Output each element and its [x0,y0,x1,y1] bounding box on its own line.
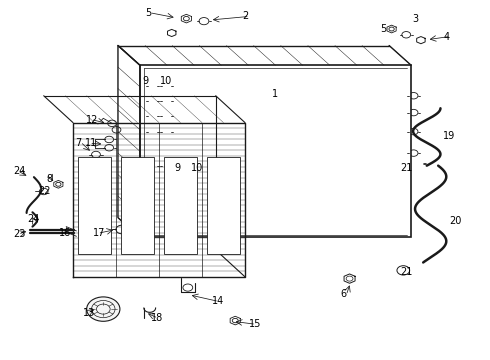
Circle shape [87,297,120,321]
Bar [164,157,197,254]
Text: 18: 18 [151,313,164,323]
Text: 9: 9 [143,76,148,86]
Text: 8: 8 [46,174,52,184]
Text: 20: 20 [449,216,462,226]
Text: 9: 9 [174,163,181,173]
Bar [121,157,154,254]
Bar [207,157,240,254]
Text: 4: 4 [443,32,449,41]
Text: 12: 12 [86,115,98,125]
Text: 11: 11 [85,139,97,148]
Text: 23: 23 [13,229,26,239]
Text: 10: 10 [160,76,172,86]
Text: 2: 2 [243,12,249,22]
Text: 3: 3 [412,14,418,24]
Text: 21: 21 [400,267,413,277]
Text: 10: 10 [191,163,203,173]
Text: 24: 24 [27,215,40,224]
Text: 5: 5 [380,24,386,34]
Text: 19: 19 [443,131,456,141]
Bar [78,157,111,254]
Text: 15: 15 [249,319,261,329]
Text: 5: 5 [145,8,151,18]
Text: 13: 13 [83,308,95,318]
Text: 24: 24 [13,166,25,176]
Text: 21: 21 [400,163,413,173]
Text: 22: 22 [38,186,51,196]
Text: 1: 1 [272,89,278,99]
Text: 17: 17 [93,228,105,238]
Text: 6: 6 [341,289,347,299]
Text: 14: 14 [212,296,224,306]
Text: 7: 7 [75,138,82,148]
Bar [140,65,411,237]
Text: 16: 16 [59,228,72,238]
